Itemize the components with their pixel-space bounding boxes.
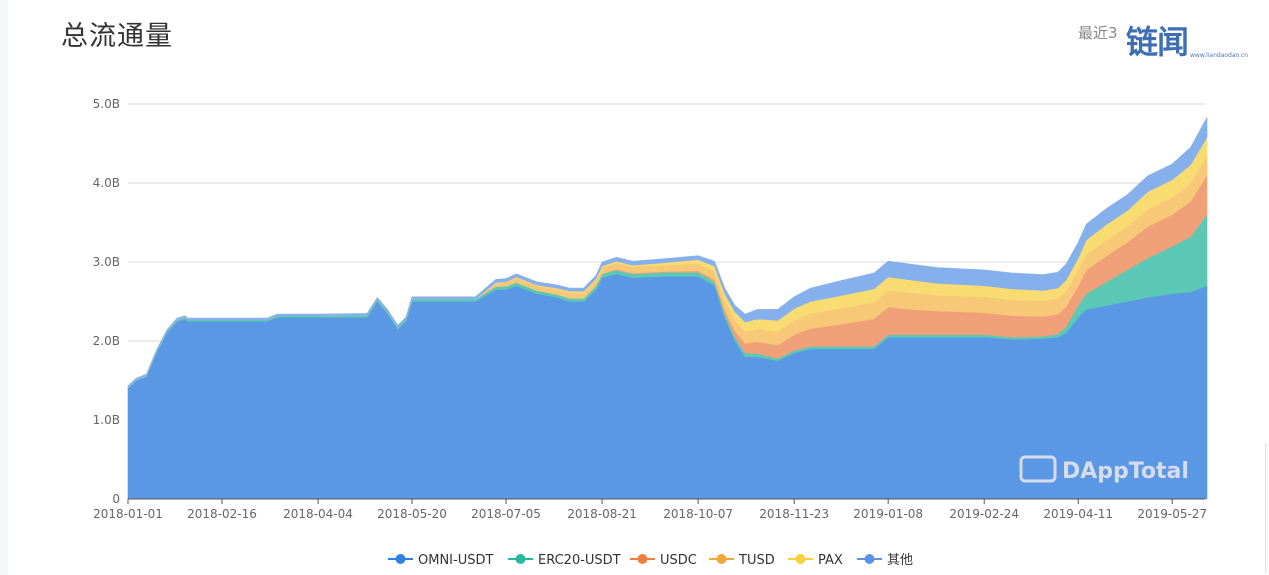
watermark-logo-icon bbox=[1019, 455, 1057, 483]
left-edge-strip bbox=[0, 0, 8, 575]
time-range-selector[interactable]: 最近3 bbox=[1078, 24, 1118, 42]
y-tick-label: 4.0B bbox=[93, 176, 120, 190]
legend-label[interactable]: ERC20-USDT bbox=[538, 553, 621, 568]
x-tick-label: 2018-02-16 bbox=[187, 507, 257, 521]
y-tick-label: 5.0B bbox=[93, 97, 120, 111]
x-tick-label: 2018-05-20 bbox=[377, 507, 447, 521]
legend-label[interactable]: PAX bbox=[818, 553, 843, 568]
series-areas bbox=[127, 117, 1208, 500]
page-title: 总流通量 bbox=[61, 21, 173, 52]
legend-marker bbox=[795, 554, 806, 564]
brand-logo-url: www.liandaodao.cn bbox=[1190, 52, 1249, 59]
legend-marker bbox=[395, 554, 406, 564]
legend-label[interactable]: OMNI-USDT bbox=[418, 553, 493, 568]
x-tick-label: 2019-04-11 bbox=[1043, 507, 1113, 521]
x-tick-label: 2019-05-27 bbox=[1137, 507, 1207, 521]
x-tick-label: 2018-10-07 bbox=[663, 507, 733, 521]
legend-marker bbox=[716, 554, 727, 564]
x-axis: 2018-01-01 2018-02-16 2018-04-04 2018-05-20… bbox=[93, 498, 1207, 521]
legend: OMNI-USDT ERC20-USDT USDC TUSD PAX 其他 bbox=[388, 553, 913, 568]
watermark-text: DAppTotal bbox=[1062, 459, 1189, 484]
side-scroll-edge[interactable] bbox=[1265, 443, 1269, 573]
x-tick-label: 2018-01-01 bbox=[93, 507, 163, 521]
watermark: DAppTotal bbox=[1019, 455, 1189, 484]
legend-marker bbox=[864, 554, 875, 564]
area-其他 bbox=[127, 117, 1208, 389]
x-tick-label: 2018-07-05 bbox=[471, 507, 541, 521]
y-tick-label: 0 bbox=[112, 492, 120, 506]
legend-label[interactable]: USDC bbox=[660, 553, 697, 568]
x-tick-label: 2019-01-08 bbox=[853, 507, 923, 521]
y-axis: 0 1.0B 2.0B 3.0B 4.0B 5.0B bbox=[93, 97, 120, 506]
x-tick-label: 2019-02-24 bbox=[949, 507, 1019, 521]
y-tick-label: 1.0B bbox=[93, 413, 120, 427]
legend-label[interactable]: TUSD bbox=[738, 553, 775, 568]
legend-marker bbox=[637, 554, 648, 564]
legend-label[interactable]: 其他 bbox=[887, 553, 913, 568]
x-tick-label: 2018-04-04 bbox=[283, 507, 353, 521]
legend-marker bbox=[515, 554, 526, 564]
brand-logo: 链闻 www.liandaodao.cn bbox=[1126, 17, 1258, 61]
y-tick-label: 2.0B bbox=[93, 334, 120, 348]
brand-logo-text: 链闻 bbox=[1126, 23, 1189, 61]
y-tick-label: 3.0B bbox=[93, 255, 120, 269]
x-tick-label: 2018-08-21 bbox=[567, 507, 637, 521]
x-tick-label: 2018-11-23 bbox=[759, 507, 829, 521]
